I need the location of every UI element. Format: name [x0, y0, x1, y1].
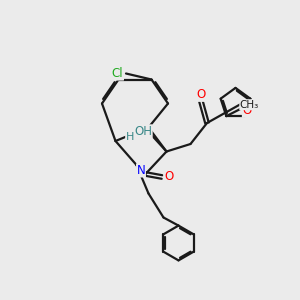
Text: Cl: Cl [112, 67, 123, 80]
Text: CH₃: CH₃ [240, 100, 259, 110]
Text: O: O [164, 170, 173, 183]
Text: H: H [126, 131, 134, 142]
Text: O: O [196, 88, 206, 101]
Text: O: O [242, 104, 252, 117]
Text: OH: OH [134, 125, 152, 138]
Text: N: N [136, 164, 146, 177]
